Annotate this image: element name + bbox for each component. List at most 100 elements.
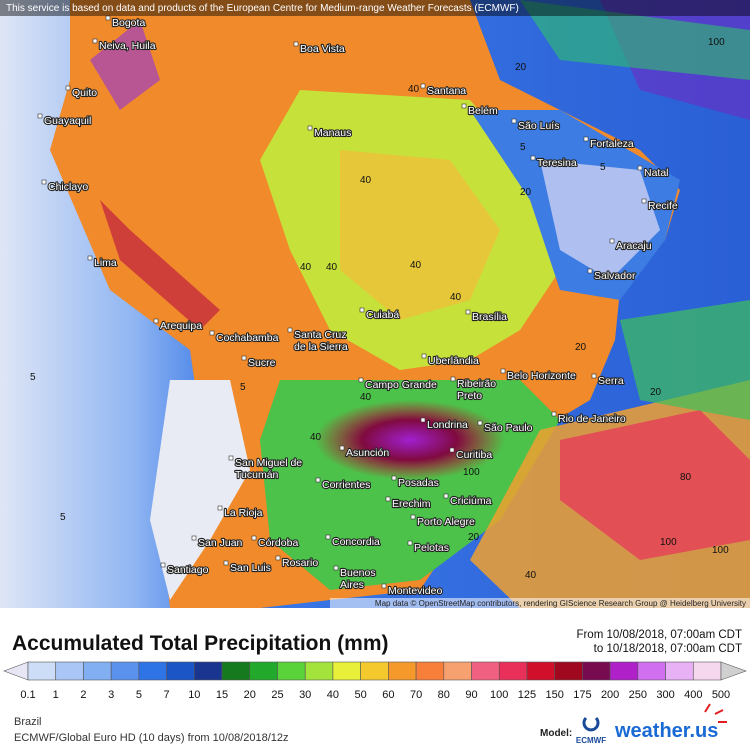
contour-label: 20 — [650, 387, 662, 398]
model-run: ECMWF/Global Euro HD (10 days) from 10/0… — [14, 732, 289, 744]
colorbar-label: 0.1 — [20, 689, 35, 701]
city-marker — [583, 136, 589, 142]
contour-label: 40 — [310, 432, 322, 443]
colorbar-swatch — [388, 661, 417, 681]
city-marker — [449, 447, 455, 453]
city-label: Campo Grande — [365, 379, 437, 391]
city-marker — [450, 376, 456, 382]
colorbar-swatch — [249, 661, 278, 681]
contour-label: 40 — [300, 262, 312, 273]
colorbar-label: 5 — [136, 689, 142, 701]
city-marker — [465, 309, 471, 315]
ecmwf-icon — [582, 716, 600, 732]
city-label: Serra — [598, 375, 624, 387]
city-label: Santana — [427, 85, 466, 97]
contour-label: 100 — [712, 545, 729, 556]
city-marker — [500, 368, 506, 374]
colorbar-label: 300 — [656, 689, 674, 701]
city-label: Salvador — [594, 270, 636, 282]
city-label: Preto — [457, 390, 482, 402]
colorbar-label: 90 — [465, 689, 477, 701]
colorbar-swatch — [637, 661, 666, 681]
city-marker — [339, 445, 345, 451]
city-marker — [41, 179, 47, 185]
contour-label: 5 — [520, 142, 526, 153]
city-marker — [87, 255, 93, 261]
colorbar: 0.1 1 2 3 5 7 10 15 20 25 30 40 50 60 70 80 90 100 125 150 1… — [3, 661, 747, 701]
contour-label: 40 — [450, 292, 462, 303]
city-label: Posadas — [398, 477, 439, 489]
colorbar-label: 40 — [327, 689, 339, 701]
city-marker — [609, 238, 615, 244]
colorbar-label: 80 — [438, 689, 450, 701]
city-marker — [307, 125, 313, 131]
city-marker — [315, 477, 321, 483]
city-marker — [461, 103, 467, 109]
contour-label: 20 — [575, 342, 587, 353]
city-marker — [241, 355, 247, 361]
colorbar-label: 125 — [518, 689, 536, 701]
colorbar-swatch — [582, 661, 611, 681]
contour-label: 100 — [708, 37, 725, 48]
colorbar-label: 3 — [108, 689, 114, 701]
city-label: Belém — [468, 105, 498, 117]
colorbar-swatch — [443, 661, 472, 681]
city-label: Concordia — [332, 536, 380, 548]
attribution-bar — [330, 598, 750, 608]
city-label: Sucre — [248, 357, 276, 369]
rain-band — [520, 0, 750, 80]
colorbar-swatch — [554, 661, 583, 681]
contour-label: 40 — [408, 84, 420, 95]
city-marker — [420, 417, 426, 423]
colorbar-arrow — [720, 661, 747, 681]
city-marker — [530, 155, 536, 161]
contour-label: 100 — [660, 537, 677, 548]
city-label: Arequipa — [160, 320, 202, 332]
city-label: Londrina — [427, 419, 468, 431]
brand-icon — [704, 703, 727, 723]
period-from: From 10/08/2018, 07:00am CDT — [576, 629, 742, 641]
city-label: Bogota — [112, 17, 145, 29]
city-marker — [105, 15, 111, 21]
city-label: Porto Alegre — [417, 516, 475, 528]
contour-label: 20 — [520, 187, 532, 198]
colorbar-arrow — [3, 661, 29, 681]
city-label: Fortaleza — [590, 138, 634, 150]
city-marker — [287, 327, 293, 333]
colorbar-label: 25 — [271, 689, 283, 701]
city-marker — [410, 514, 416, 520]
city-label: Tucumán — [235, 469, 279, 481]
colorbar-label: 200 — [601, 689, 619, 701]
notice: This service is based on data and produc… — [6, 3, 519, 14]
city-marker — [551, 411, 557, 417]
colorbar-label: 400 — [684, 689, 702, 701]
city-label: Cochabamba — [216, 332, 279, 344]
rain-area — [340, 150, 500, 320]
contour-label: 40 — [326, 262, 338, 273]
contour-label: 80 — [680, 472, 692, 483]
colorbar-label: 175 — [573, 689, 591, 701]
city-label: Brasília — [472, 311, 507, 323]
contour-label: 100 — [463, 467, 480, 478]
colorbar-label: 1 — [53, 689, 59, 701]
colorbar-swatch — [360, 661, 389, 681]
colorbar-label: 20 — [244, 689, 256, 701]
city-label: Erechim — [392, 498, 431, 510]
colorbar-label: 100 — [490, 689, 508, 701]
contour-label: 5 — [30, 372, 36, 383]
period-to: to 10/18/2018, 07:00am CDT — [594, 643, 742, 655]
city-label: Santa Cruz — [294, 329, 347, 341]
colorbar-label: 7 — [164, 689, 170, 701]
city-marker — [191, 535, 197, 541]
colorbar-swatch — [304, 661, 334, 681]
city-marker — [92, 38, 98, 44]
city-label: Santiago — [167, 564, 209, 576]
city-label: de la Sierra — [294, 341, 348, 353]
brand: weather.us — [614, 720, 718, 742]
city-label: Boa Vista — [300, 43, 345, 55]
colorbar-swatch — [110, 661, 140, 681]
colorbar-label: 10 — [188, 689, 200, 701]
city-label: Buenos — [340, 567, 376, 579]
city-label: San Luis — [230, 562, 271, 574]
